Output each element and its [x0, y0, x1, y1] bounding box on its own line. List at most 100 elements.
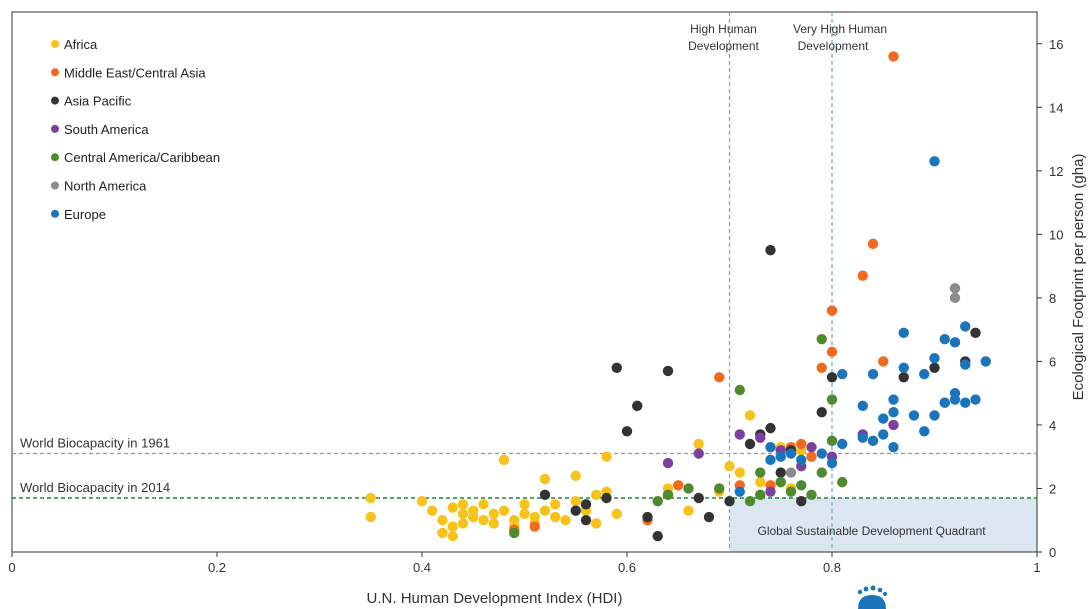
point-europe: [888, 441, 899, 453]
point-europe: [929, 410, 940, 421]
point-central-america-caribbean: [816, 333, 827, 345]
point-south-america: [888, 419, 899, 431]
point-africa: [744, 410, 756, 421]
point-asia-pacific: [796, 495, 807, 507]
x-tick-label: 0.8: [823, 560, 841, 575]
legend-marker: [51, 68, 59, 77]
point-africa: [591, 489, 602, 501]
point-central-america-caribbean: [652, 495, 663, 507]
point-asia-pacific: [621, 426, 633, 437]
point-africa: [550, 511, 561, 523]
legend: Africa Middle East/Central Asia Asia Pacif…: [51, 37, 220, 222]
x-tick-label: 0: [8, 560, 15, 575]
legend-label: Africa: [64, 37, 98, 52]
legend-marker: [51, 153, 59, 162]
point-middle-east-central-asia: [806, 451, 817, 462]
point-south-america: [765, 486, 776, 497]
y-tick-label: 4: [1049, 418, 1056, 433]
point-europe: [785, 448, 797, 459]
very-high-hdi-label-line-1: Very High Human: [793, 22, 887, 36]
point-africa: [488, 508, 499, 520]
high-hdi-label-line-1: High Human: [690, 22, 757, 36]
point-central-america-caribbean: [755, 489, 766, 501]
point-central-america-caribbean: [734, 384, 745, 396]
point-asia-pacific: [580, 515, 592, 526]
point-asia-pacific: [765, 422, 776, 434]
point-asia-pacific: [632, 400, 643, 412]
point-asia-pacific: [539, 489, 551, 501]
point-middle-east-central-asia: [826, 305, 838, 316]
point-europe: [949, 337, 961, 348]
point-europe: [980, 356, 991, 367]
point-europe: [919, 426, 930, 437]
point-europe: [734, 486, 745, 497]
point-middle-east-central-asia: [888, 51, 899, 62]
point-africa: [509, 515, 520, 526]
point-central-america-caribbean: [826, 394, 838, 405]
point-africa: [724, 461, 735, 472]
point-central-america-caribbean: [744, 495, 756, 507]
point-africa: [468, 511, 479, 523]
point-north-america: [949, 283, 961, 294]
point-asia-pacific: [570, 505, 581, 516]
point-central-america-caribbean: [806, 489, 817, 501]
point-africa: [550, 499, 561, 510]
point-europe: [878, 429, 889, 440]
point-europe: [867, 435, 879, 447]
point-europe: [888, 394, 899, 405]
y-tick-label: 2: [1049, 481, 1056, 496]
point-europe: [857, 400, 868, 412]
y-tick-label: 0: [1049, 545, 1056, 560]
point-south-america: [693, 448, 704, 459]
point-europe: [929, 156, 940, 167]
point-europe: [796, 454, 807, 466]
legend-label: Middle East/Central Asia: [64, 65, 206, 80]
legend-label: South America: [64, 122, 149, 137]
point-middle-east-central-asia: [673, 480, 684, 491]
legend-label: North America: [64, 179, 147, 194]
legend-marker: [51, 209, 59, 218]
legend-marker: [51, 96, 59, 105]
point-asia-pacific: [929, 362, 940, 373]
point-asia-pacific: [775, 467, 786, 478]
biocapacity-2014-label: World Biocapacity in 2014: [20, 480, 170, 495]
point-south-america: [734, 429, 745, 440]
point-africa: [447, 521, 458, 532]
point-africa: [611, 508, 622, 520]
legend-label: Europe: [64, 207, 106, 222]
point-asia-pacific: [693, 492, 704, 504]
legend-marker: [51, 124, 59, 133]
point-asia-pacific: [744, 438, 756, 450]
point-africa: [539, 505, 551, 516]
point-africa: [683, 505, 694, 516]
point-africa: [447, 502, 458, 513]
very-high-hdi-label-line-2: Development: [798, 39, 869, 53]
point-asia-pacific: [601, 492, 612, 504]
point-africa: [519, 499, 530, 510]
data-points: [365, 51, 991, 542]
legend-label: Central America/Caribbean: [64, 150, 220, 165]
y-tick-label: 14: [1049, 100, 1063, 115]
y-tick-label: 12: [1049, 164, 1063, 179]
point-africa: [570, 495, 581, 507]
point-europe: [765, 441, 776, 453]
point-north-america: [785, 467, 797, 478]
point-europe: [949, 387, 961, 399]
point-central-america-caribbean: [775, 476, 786, 488]
point-asia-pacific: [703, 511, 715, 523]
point-central-america-caribbean: [826, 435, 838, 447]
point-europe: [826, 457, 838, 469]
point-europe: [898, 362, 909, 373]
point-central-america-caribbean: [662, 489, 674, 501]
point-africa: [539, 473, 551, 485]
point-africa: [519, 508, 530, 520]
point-asia-pacific: [898, 372, 909, 383]
point-middle-east-central-asia: [796, 438, 807, 450]
point-europe: [765, 454, 776, 466]
point-asia-pacific: [580, 499, 592, 510]
quadrant-label: Global Sustainable Development Quadrant: [758, 524, 987, 538]
sustainable-quadrant-area: [729, 498, 1037, 552]
point-europe: [919, 368, 930, 380]
point-europe: [939, 397, 950, 408]
